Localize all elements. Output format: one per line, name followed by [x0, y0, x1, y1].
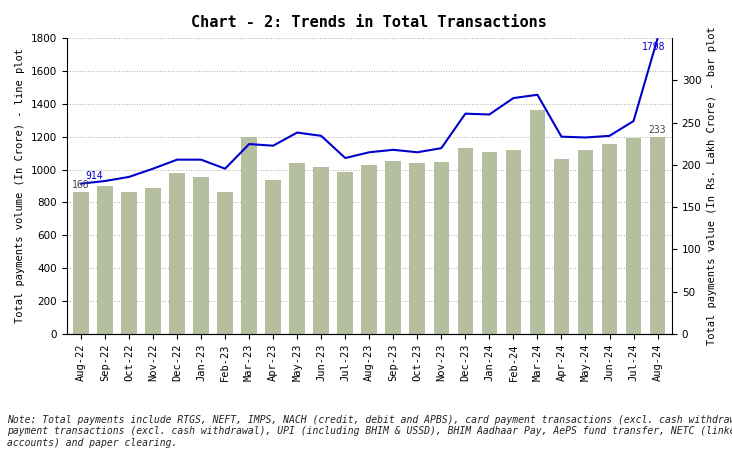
- Bar: [217, 192, 233, 334]
- Title: Chart - 2: Trends in Total Transactions: Chart - 2: Trends in Total Transactions: [191, 15, 548, 30]
- Bar: [602, 144, 617, 334]
- Bar: [553, 159, 569, 334]
- Bar: [337, 171, 353, 334]
- Text: 1798: 1798: [642, 41, 665, 52]
- Text: 233: 233: [649, 125, 666, 135]
- Bar: [242, 137, 257, 334]
- Bar: [530, 110, 545, 334]
- Bar: [506, 150, 521, 334]
- Bar: [122, 192, 137, 334]
- Bar: [265, 180, 281, 334]
- Bar: [362, 165, 377, 334]
- Bar: [73, 192, 89, 334]
- Bar: [193, 177, 209, 334]
- Bar: [433, 162, 449, 334]
- Bar: [97, 186, 113, 334]
- Bar: [626, 138, 641, 334]
- Text: 168: 168: [72, 180, 90, 190]
- Bar: [289, 163, 305, 334]
- Bar: [169, 173, 185, 334]
- Text: 914: 914: [86, 171, 103, 181]
- Bar: [650, 137, 665, 334]
- Y-axis label: Total payments value (In Rs. Lakh Crore) - bar plot: Total payments value (In Rs. Lakh Crore)…: [707, 27, 717, 345]
- Bar: [313, 167, 329, 334]
- Text: Note: Total payments include RTGS, NEFT, IMPS, NACH (credit, debit and APBS), ca: Note: Total payments include RTGS, NEFT,…: [7, 414, 732, 448]
- Bar: [386, 161, 401, 334]
- Bar: [145, 188, 161, 334]
- Bar: [482, 152, 497, 334]
- Bar: [578, 149, 594, 334]
- Bar: [458, 148, 473, 334]
- Bar: [409, 163, 425, 334]
- Y-axis label: Total payments volume (In Crore) - line plot: Total payments volume (In Crore) - line …: [15, 49, 25, 324]
